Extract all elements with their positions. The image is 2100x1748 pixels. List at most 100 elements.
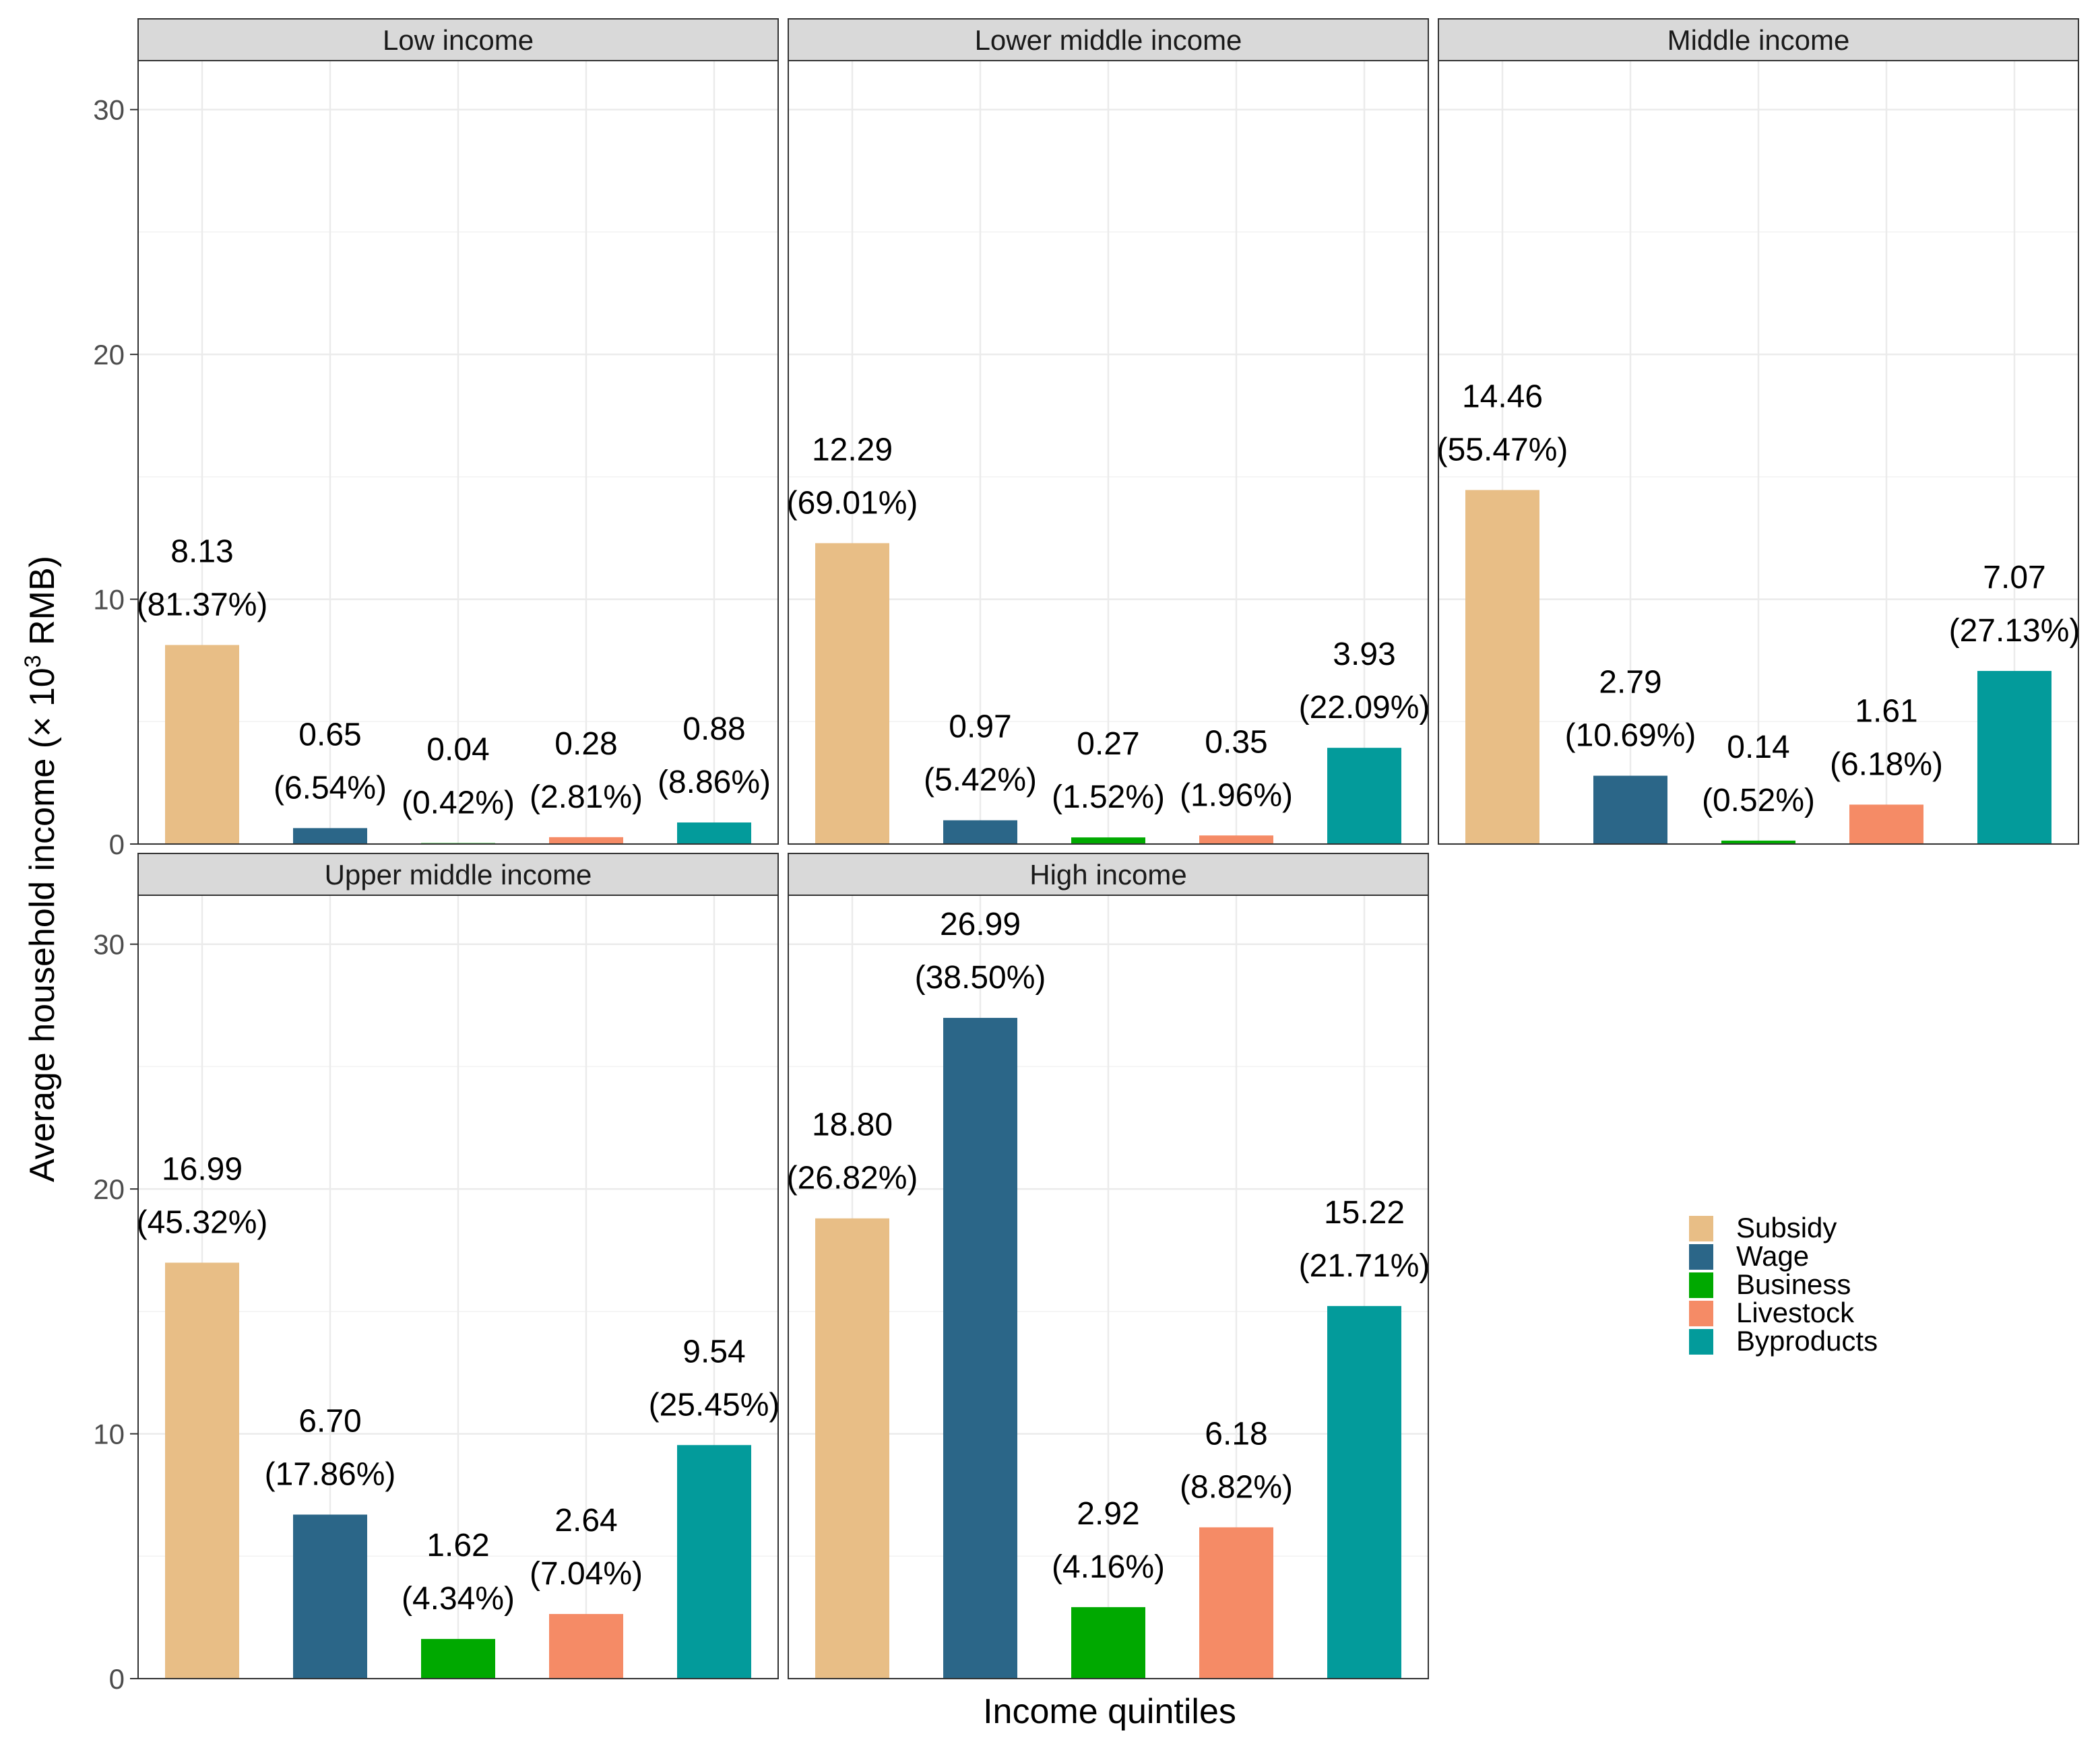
bar-percent-label: (45.32%) (137, 1205, 268, 1241)
bar-livestock (1199, 835, 1273, 844)
bar-percent-label: (8.86%) (658, 765, 771, 800)
bar-business (1071, 837, 1145, 844)
bar-value-label: 0.88 (682, 711, 745, 747)
bar-percent-label: (1.52%) (1052, 779, 1165, 815)
bar-percent-label: (81.37%) (137, 587, 268, 623)
y-tick-label: 0 (109, 1663, 125, 1695)
bar-percent-label: (26.82%) (787, 1161, 918, 1196)
bar-value-label: 6.18 (1205, 1416, 1267, 1452)
facet-panel: Low income 8.13 (81.37%) 0.65 (6.54%) 0.04 (0.… (137, 18, 779, 845)
facet-strip (137, 853, 779, 896)
bar-livestock (1849, 804, 1923, 844)
bar-percent-label: (22.09%) (1299, 690, 1430, 725)
bar-percent-label: (0.52%) (1702, 783, 1815, 818)
facet-panel: Upper middle income 16.99 (45.32%) 6.70 (17.… (137, 853, 779, 1680)
bar-value-label: 1.61 (1855, 693, 1917, 729)
bar-business (421, 1639, 495, 1679)
bar-percent-label: (5.42%) (924, 763, 1037, 798)
legend-label-byproducts: Byproducts (1736, 1325, 1878, 1357)
panel-border (788, 895, 1429, 1679)
facet-title: High income (1029, 859, 1186, 891)
bar-value-label: 12.29 (812, 432, 893, 467)
facet-strip (137, 18, 779, 61)
bar-value-label: 0.97 (949, 709, 1011, 745)
y-axis-title-superscript: 3 (20, 655, 46, 668)
legend-key-byproducts (1689, 1329, 1713, 1355)
bar-percent-label: (17.86%) (265, 1456, 396, 1492)
y-axis-title-suffix: RMB) (23, 556, 62, 655)
facet-title: Middle income (1667, 24, 1850, 56)
bar-value-label: 15.22 (1324, 1195, 1405, 1231)
panel-border (137, 895, 779, 1679)
bar-percent-label: (8.82%) (1180, 1469, 1293, 1505)
facet-panel: Middle income 14.46 (55.47%) 2.79 (10.69%) 0.… (1437, 18, 2080, 845)
bar-subsidy (165, 645, 239, 844)
bar-byproducts (1977, 671, 2051, 844)
bar-subsidy (165, 1262, 239, 1679)
bar-wage (293, 828, 367, 844)
bar-percent-label: (2.81%) (530, 779, 643, 815)
y-tick-label: 30 (93, 929, 125, 961)
legend-key-livestock (1689, 1301, 1713, 1326)
bar-value-label: 2.92 (1077, 1496, 1139, 1532)
bar-percent-label: (7.04%) (530, 1556, 643, 1592)
bar-subsidy (1465, 490, 1539, 844)
bar-percent-label: (6.18%) (1830, 746, 1943, 782)
facet-panels: Low income 8.13 (81.37%) 0.65 (6.54%) 0.04 (0.… (137, 18, 2080, 1680)
facet-title: Lower middle income (975, 24, 1242, 56)
bar-livestock (549, 837, 623, 844)
legend-key-business (1689, 1272, 1713, 1298)
y-tick-label: 20 (93, 339, 125, 370)
bar-percent-label: (4.16%) (1052, 1549, 1165, 1585)
bar-value-label: 0.65 (298, 717, 361, 752)
legend-key-subsidy (1689, 1216, 1713, 1241)
facet-title: Upper middle income (325, 859, 592, 891)
bar-byproducts (677, 1445, 751, 1679)
bar-percent-label: (21.71%) (1299, 1248, 1430, 1284)
bar-value-label: 0.27 (1077, 726, 1139, 762)
bar-value-label: 0.04 (426, 732, 489, 768)
bar-subsidy (815, 1218, 889, 1679)
panel-border (137, 60, 779, 845)
bar-percent-label: (0.42%) (402, 785, 515, 821)
y-tick-label: 10 (93, 1419, 125, 1450)
bar-value-label: 7.07 (1983, 560, 2045, 595)
legend-label-wage: Wage (1736, 1240, 1809, 1272)
bar-value-label: 18.80 (812, 1107, 893, 1143)
bar-percent-label: (38.50%) (915, 960, 1046, 996)
bar-value-label: 3.93 (1333, 637, 1395, 672)
bar-value-label: 2.79 (1599, 665, 1661, 701)
bar-percent-label: (10.69%) (1565, 718, 1696, 754)
bar-percent-label: (27.13%) (1949, 613, 2080, 649)
bar-value-label: 26.99 (940, 907, 1021, 942)
bar-business (1721, 840, 1795, 844)
facet-panel: High income 18.80 (26.82%) 26.99 (38.50%) 2.9… (787, 853, 1430, 1680)
bar-value-label: 16.99 (162, 1152, 243, 1188)
bar-percent-label: (6.54%) (274, 770, 387, 806)
bar-value-label: 0.28 (554, 726, 617, 762)
bar-livestock (549, 1614, 623, 1679)
bar-value-label: 0.35 (1205, 724, 1267, 760)
bar-wage (943, 820, 1017, 844)
bar-wage (943, 1018, 1017, 1679)
legend-label-business: Business (1736, 1268, 1851, 1300)
y-tick-label: 30 (93, 94, 125, 126)
bar-byproducts (1327, 1305, 1401, 1679)
bar-value-label: 8.13 (170, 534, 233, 570)
legend-label-subsidy: Subsidy (1736, 1212, 1837, 1243)
panel-border (1438, 60, 2079, 845)
bar-percent-label: (1.96%) (1180, 777, 1293, 813)
bar-value-label: 14.46 (1462, 379, 1543, 414)
bar-wage (293, 1514, 367, 1679)
x-axis-title: Income quintiles (983, 1692, 1236, 1731)
bar-value-label: 1.62 (426, 1528, 489, 1563)
panel-border (788, 60, 1429, 845)
bar-value-label: 6.70 (298, 1403, 361, 1439)
bar-subsidy (815, 543, 889, 844)
bar-value-label: 9.54 (682, 1334, 745, 1369)
bar-percent-label: (55.47%) (1437, 432, 1568, 467)
legend-label-livestock: Livestock (1736, 1297, 1855, 1328)
bar-value-label: 2.64 (554, 1503, 617, 1539)
